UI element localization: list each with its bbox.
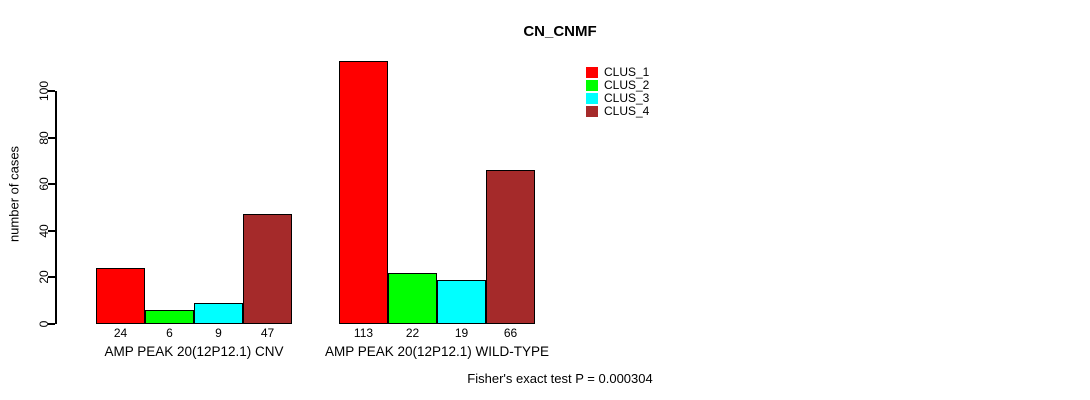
bar-value-label: 24: [113, 326, 128, 340]
bar-clus_2-group2: [388, 272, 437, 324]
legend-label: CLUS_1: [604, 65, 650, 79]
bar-value-label: 6: [166, 326, 173, 340]
y-tick-label: 20: [37, 270, 51, 285]
bar-clus_3-group2: [437, 279, 486, 324]
bar-value-label: 66: [503, 326, 518, 340]
y-tick-label: 60: [37, 177, 51, 191]
y-tick-label: 40: [37, 224, 51, 238]
bar-clus_2-group1: [145, 310, 194, 324]
category-label: AMP PEAK 20(12P12.1) CNV: [104, 344, 284, 359]
legend-label: CLUS_2: [604, 78, 650, 92]
y-tick-label: 0: [37, 320, 51, 328]
legend-label: CLUS_4: [604, 104, 650, 118]
bar-clus_1-group1: [96, 268, 145, 324]
bar-value-label: 22: [405, 326, 420, 340]
bar-clus_1-group2: [339, 60, 388, 324]
legend-item: CLUS_2: [586, 79, 649, 92]
chart-title: CN_CNMF: [523, 23, 597, 40]
y-tick-mark: [48, 229, 55, 232]
y-tick-mark: [48, 136, 55, 139]
bar-clus_3-group1: [194, 303, 243, 324]
bar-value-label: 113: [353, 326, 374, 340]
fisher-test-annotation: Fisher's exact test P = 0.000304: [467, 371, 653, 386]
y-tick-mark: [48, 183, 55, 186]
bar-value-label: 19: [454, 326, 469, 340]
bar-value-label: 9: [215, 326, 222, 340]
legend-swatch-clus_2: [586, 80, 598, 91]
category-label: AMP PEAK 20(12P12.1) WILD-TYPE: [324, 344, 550, 359]
y-tick-label: 100: [37, 80, 51, 102]
y-tick-mark: [48, 276, 55, 279]
bar-value-label: 47: [260, 326, 275, 340]
y-tick-mark: [48, 90, 55, 92]
legend-swatch-clus_4: [586, 106, 598, 117]
legend-label: CLUS_3: [604, 91, 650, 105]
bar-clus_4-group1: [243, 214, 292, 324]
legend-item: CLUS_3: [586, 92, 649, 105]
y-tick-label: 80: [37, 130, 51, 145]
legend-item: CLUS_1: [586, 66, 649, 79]
y-axis-label: number of cases: [6, 145, 22, 243]
legend-swatch-clus_3: [586, 93, 598, 104]
bar-clus_4-group2: [486, 170, 535, 324]
y-tick-mark: [48, 323, 55, 325]
y-axis-line: [55, 91, 57, 324]
legend-swatch-clus_1: [586, 67, 598, 78]
legend-item: CLUS_4: [586, 105, 649, 118]
